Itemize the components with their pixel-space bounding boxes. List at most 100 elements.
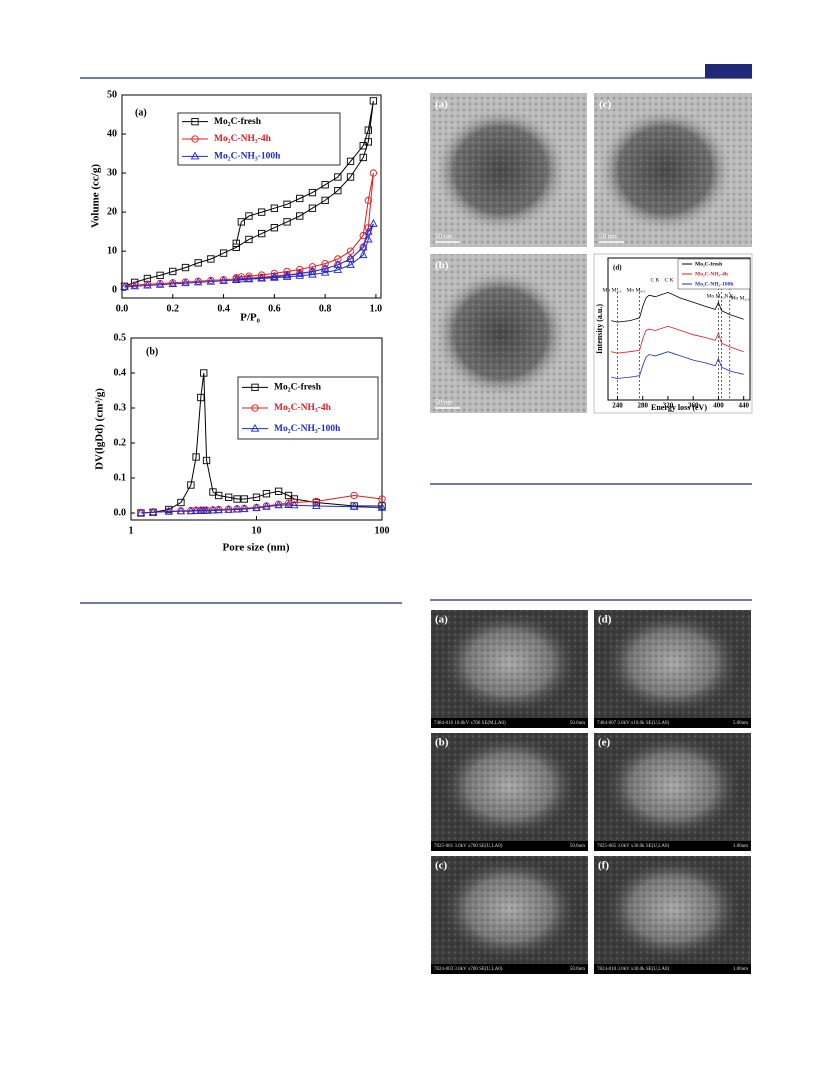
data-marker: [206, 276, 216, 285]
data-marker: [284, 499, 293, 507]
data-marker: [270, 204, 279, 212]
data-marker: [296, 212, 304, 220]
data-marker: [251, 404, 259, 412]
annotation: C K: [664, 277, 673, 283]
tem-texture: [430, 254, 587, 413]
tem-texture: [430, 93, 587, 247]
data-marker: [364, 196, 372, 205]
data-marker: [320, 267, 330, 276]
panel-label: (a): [435, 614, 448, 626]
scale-bar-label: 50 nm: [435, 399, 453, 407]
data-marker: [321, 196, 329, 205]
data-marker: [262, 501, 271, 510]
data-marker: [308, 188, 317, 197]
y-tick-label: 0.5: [114, 332, 127, 343]
annotation: Mo M₂,₃: [602, 287, 621, 293]
x-tick-label: 280: [637, 402, 648, 410]
data-marker: [130, 281, 139, 290]
data-marker: [358, 242, 368, 251]
tem-texture: [594, 93, 752, 247]
x-tick-label: 360: [688, 402, 699, 410]
data-marker: [282, 270, 292, 279]
data-marker: [283, 200, 291, 208]
sem-info: 7824-003 3.0kV x700 SE(U,LA0): [434, 967, 503, 972]
panel-label: (c): [435, 860, 448, 872]
annotation: Mo M₄,₅: [626, 287, 645, 293]
legend-label: Mo₂C-NH₃-4h: [695, 271, 728, 277]
data-marker: [364, 226, 373, 235]
series-line: [611, 351, 744, 379]
x-tick-label: 0.4: [217, 303, 230, 314]
y-tick-label: 0.3: [114, 402, 127, 413]
data-marker: [244, 274, 254, 282]
data-marker: [200, 369, 208, 377]
x-tick-label: 100: [375, 525, 390, 536]
x-tick-label: 240: [612, 402, 623, 410]
data-marker: [232, 243, 240, 251]
data-marker: [334, 186, 342, 195]
panel-label: (a): [135, 107, 147, 118]
data-marker: [245, 235, 253, 244]
data-marker: [143, 280, 152, 289]
data-marker: [295, 270, 305, 279]
data-marker: [295, 269, 305, 277]
legend-label: Mo₂C-NH₃-100h: [695, 281, 733, 287]
data-marker: [321, 259, 329, 268]
data-marker: [231, 274, 241, 283]
scale-bar-label: 50.0um: [570, 967, 585, 972]
panel-label: (b): [435, 737, 449, 749]
data-marker: [240, 504, 249, 513]
data-marker: [274, 500, 283, 509]
panel-label: (d): [598, 614, 612, 626]
y-tick-label: 0.0: [114, 507, 127, 518]
data-marker: [192, 453, 200, 461]
data-marker: [369, 219, 378, 227]
panel-label: (f): [598, 860, 609, 872]
series-line: [611, 291, 744, 323]
x-axis-label: P/P₀: [240, 312, 260, 324]
legend-label: Mo₂C-NH₃-4h: [274, 403, 332, 413]
panel-label: (c): [599, 99, 612, 111]
data-marker: [334, 255, 342, 263]
data-marker: [349, 501, 359, 510]
sem-info: 7825-005 3.0kV x30.0k SE(U,LA0): [597, 844, 669, 849]
data-marker: [282, 272, 292, 280]
data-marker: [346, 157, 355, 166]
data-marker: [270, 224, 279, 232]
data-marker: [237, 218, 245, 226]
scale-bar-label: 1.00um: [733, 844, 748, 849]
data-marker: [333, 260, 343, 268]
data-marker: [346, 173, 355, 181]
data-marker: [296, 194, 304, 203]
legend-label: Mo₂C-NH₃-100h: [274, 424, 341, 434]
scale-bar-label: 5.00um: [733, 721, 748, 726]
data-marker: [181, 278, 190, 287]
data-marker: [240, 495, 248, 503]
x-tick-label: 1: [129, 525, 134, 536]
data-marker: [250, 423, 260, 432]
y-tick-label: 10: [107, 245, 117, 256]
data-marker: [321, 181, 329, 189]
data-marker: [186, 506, 196, 515]
data-marker: [378, 495, 386, 503]
panel-label: (e): [598, 737, 611, 749]
x-tick-label: 10: [252, 525, 262, 536]
data-marker: [225, 493, 233, 501]
legend-label: Mo₂C-fresh: [695, 261, 722, 267]
data-marker: [191, 135, 199, 143]
data-marker: [193, 277, 203, 286]
data-marker: [207, 255, 215, 263]
sem-info: 7825-001 3.0kV x700 SE(U,LA0): [434, 844, 503, 849]
data-marker: [369, 97, 378, 105]
plot-frame: [607, 257, 751, 401]
panel-label: (b): [435, 260, 449, 272]
data-marker: [190, 151, 200, 160]
data-marker: [120, 282, 129, 291]
data-marker: [181, 263, 190, 272]
y-tick-label: 30: [107, 167, 117, 178]
data-marker: [333, 265, 343, 273]
data-marker: [270, 272, 279, 280]
annotation: Mo M₂,₃: [706, 293, 725, 299]
data-marker: [156, 271, 164, 280]
y-tick-label: 0.4: [114, 367, 127, 378]
